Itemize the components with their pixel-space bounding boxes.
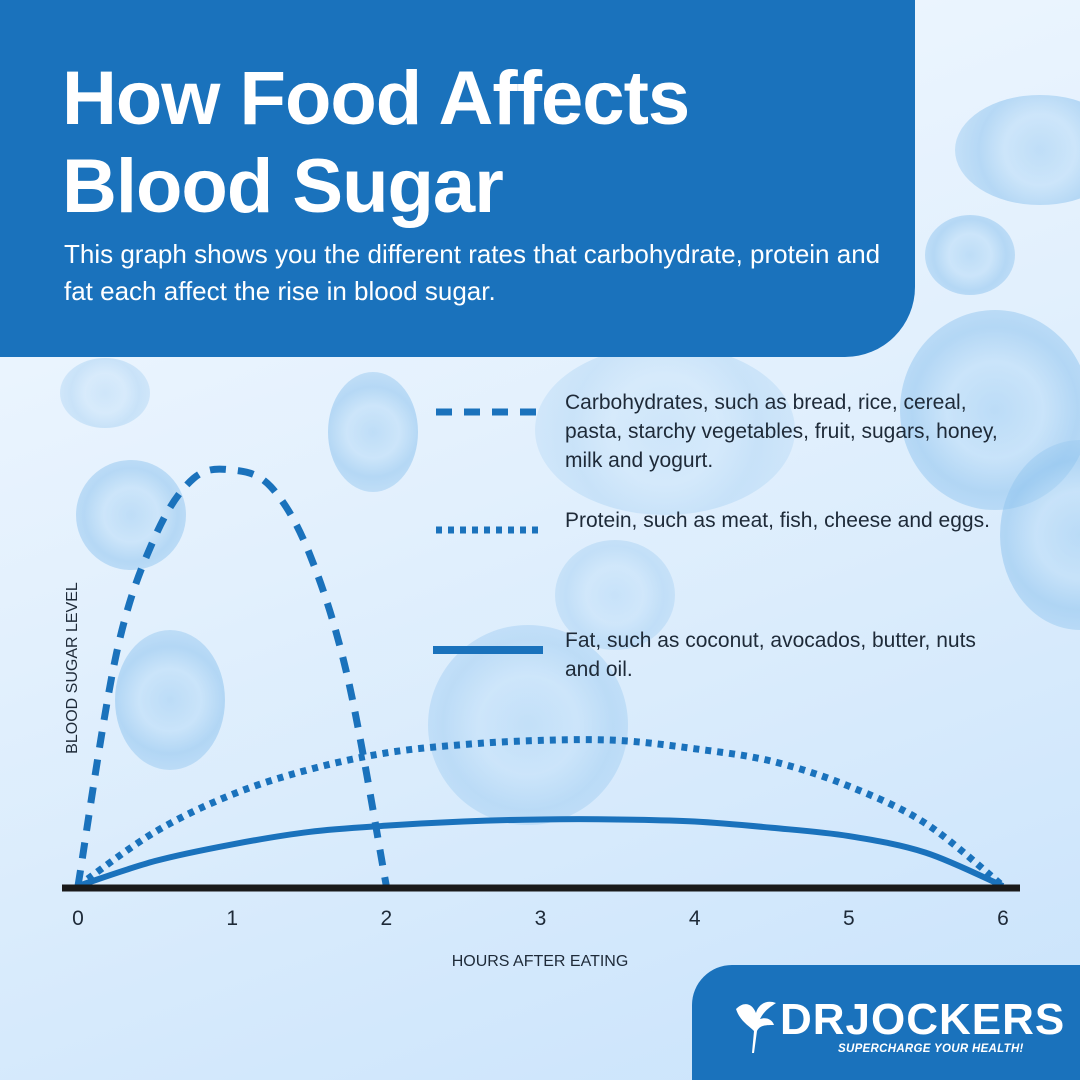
x-tick-label: 0 bbox=[72, 907, 84, 930]
blood-cell-decoration bbox=[925, 215, 1015, 295]
x-axis-label: HOURS AFTER EATING bbox=[452, 953, 629, 970]
dotted-line-swatch-icon bbox=[436, 526, 540, 534]
dashed-line-swatch-icon bbox=[436, 408, 540, 416]
title-line-2: Blood Sugar bbox=[62, 144, 504, 229]
blood-cell-decoration bbox=[60, 358, 150, 428]
header-banner: How Food Affects Blood Sugar This graph … bbox=[0, 0, 915, 357]
x-tick-label: 4 bbox=[689, 907, 701, 930]
brand-logo-icon bbox=[736, 1001, 776, 1053]
brand-name: DRJOCKERS bbox=[780, 995, 1066, 1044]
x-tick-label: 6 bbox=[997, 907, 1009, 930]
page-title: How Food Affects Blood Sugar bbox=[62, 55, 902, 231]
y-axis-label: BLOOD SUGAR LEVEL bbox=[64, 582, 81, 754]
title-line-1: How Food Affects bbox=[62, 56, 690, 141]
legend-label-carbohydrates: Carbohydrates, such as bread, rice, cere… bbox=[565, 391, 998, 472]
blood-cell-decoration bbox=[428, 625, 628, 825]
blood-cell-decoration bbox=[76, 460, 186, 570]
x-tick-label: 3 bbox=[535, 907, 547, 930]
series-line-solid bbox=[77, 816, 1005, 889]
solid-line-swatch-icon bbox=[433, 646, 543, 654]
x-tick-label: 5 bbox=[843, 907, 855, 930]
x-tick-label: 1 bbox=[226, 907, 238, 930]
legend-label-protein: Protein, such as meat, fish, cheese and … bbox=[565, 509, 990, 532]
series-line-dotted bbox=[75, 736, 1006, 889]
legend-label-fat: Fat, such as coconut, avocados, butter, … bbox=[565, 629, 976, 681]
x-tick-label: 2 bbox=[380, 907, 392, 930]
blood-cell-decoration bbox=[555, 540, 675, 650]
blood-cell-decoration bbox=[328, 372, 418, 492]
page-subtitle: This graph shows you the different rates… bbox=[64, 239, 881, 306]
blood-cell-decoration bbox=[115, 630, 225, 770]
blood-cell-decoration bbox=[955, 95, 1080, 205]
series-line-dashed bbox=[74, 465, 390, 887]
brand-tagline: SUPERCHARGE YOUR HEALTH! bbox=[838, 1043, 1024, 1055]
brand-badge: DRJOCKERS SUPERCHARGE YOUR HEALTH! bbox=[692, 965, 1080, 1080]
blood-cell-decoration bbox=[535, 345, 795, 515]
